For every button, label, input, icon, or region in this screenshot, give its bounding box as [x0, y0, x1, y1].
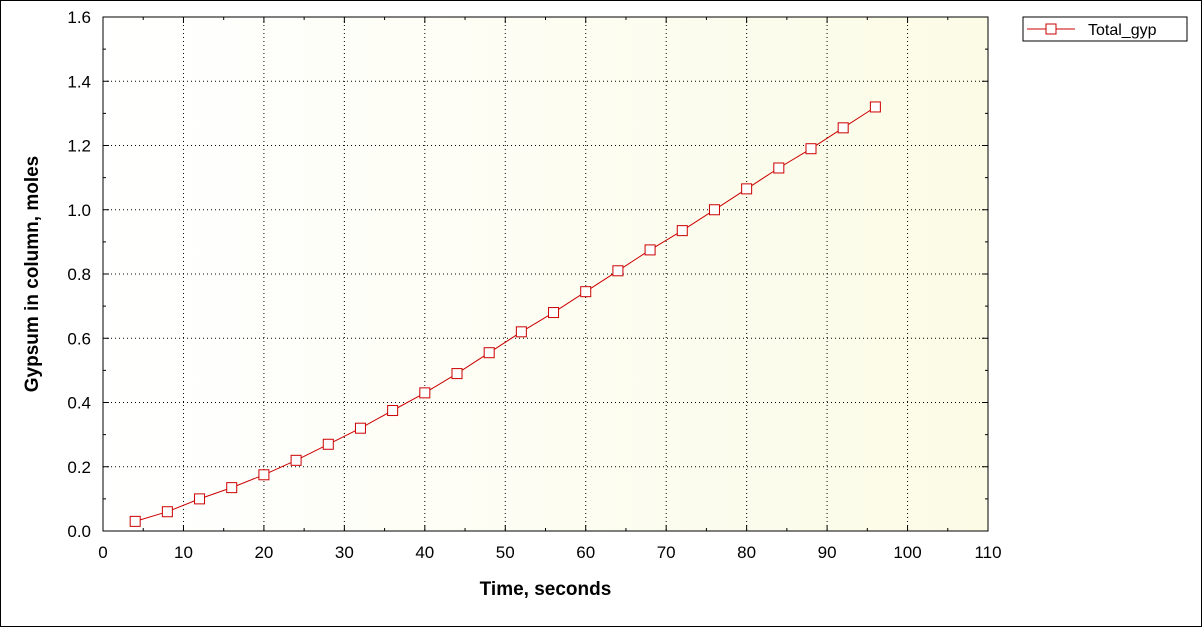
- x-tick-label: 80: [737, 543, 756, 562]
- x-tick-label: 100: [893, 543, 921, 562]
- data-point: [161, 506, 173, 518]
- data-point: [612, 265, 624, 277]
- legend: Total_gyp: [1022, 16, 1188, 42]
- y-tick-label: 1.4: [67, 72, 91, 91]
- data-point: [322, 438, 334, 450]
- data-point: [837, 122, 849, 134]
- x-axis-title: Time, seconds: [480, 579, 612, 600]
- data-point: [354, 422, 366, 434]
- x-tick-label: 40: [415, 543, 434, 562]
- y-tick-label: 0.4: [67, 394, 91, 413]
- data-point: [419, 387, 431, 399]
- y-tick-label: 0.0: [67, 522, 91, 541]
- x-tick-label: 60: [576, 543, 595, 562]
- data-point: [741, 183, 753, 195]
- y-tick-label: 0.6: [67, 329, 91, 348]
- data-point: [515, 326, 527, 338]
- series-total-gyp: [129, 101, 881, 527]
- y-tick-label: 1.2: [67, 137, 91, 156]
- data-point: [644, 244, 656, 256]
- data-point: [708, 204, 720, 216]
- y-tick-label: 0.8: [67, 265, 91, 284]
- x-tick-label: 20: [254, 543, 273, 562]
- x-tick-label: 30: [335, 543, 354, 562]
- data-point: [548, 307, 560, 319]
- y-tick-label: 1.0: [67, 201, 91, 220]
- data-point: [387, 405, 399, 417]
- x-tick-label: 10: [174, 543, 193, 562]
- grid-lines: [103, 17, 988, 531]
- data-point: [676, 225, 688, 237]
- y-tick-label: 0.2: [67, 458, 91, 477]
- data-point: [451, 368, 463, 380]
- x-tick-label: 70: [657, 543, 676, 562]
- data-point: [129, 515, 141, 527]
- x-tick-label: 0: [98, 543, 107, 562]
- data-point: [194, 493, 206, 505]
- data-point: [773, 162, 785, 174]
- x-tick-label: 110: [974, 543, 1001, 562]
- legend-entry-total-gyp: Total_gyp: [1088, 22, 1157, 39]
- x-tick-labels: 0 10 20 30 40 50 60 70 80 90 100 110: [98, 543, 1001, 562]
- plot-area: [102, 16, 989, 532]
- data-point: [290, 454, 302, 466]
- data-point: [258, 469, 270, 481]
- y-axis-title: Gypsum in column, moles: [22, 156, 43, 393]
- axes: [102, 16, 989, 532]
- data-point: [226, 482, 238, 494]
- data-point: [483, 347, 495, 359]
- data-point: [580, 286, 592, 298]
- y-tick-label: 1.6: [67, 8, 91, 27]
- data-point: [869, 101, 881, 113]
- data-point: [805, 143, 817, 155]
- legend-swatch-marker: [1045, 23, 1057, 35]
- y-tick-labels: 0.0 0.2 0.4 0.6 0.8 1.0 1.2 1.4 1.6: [67, 8, 91, 541]
- x-tick-label: 50: [496, 543, 515, 562]
- x-tick-label: 90: [818, 543, 837, 562]
